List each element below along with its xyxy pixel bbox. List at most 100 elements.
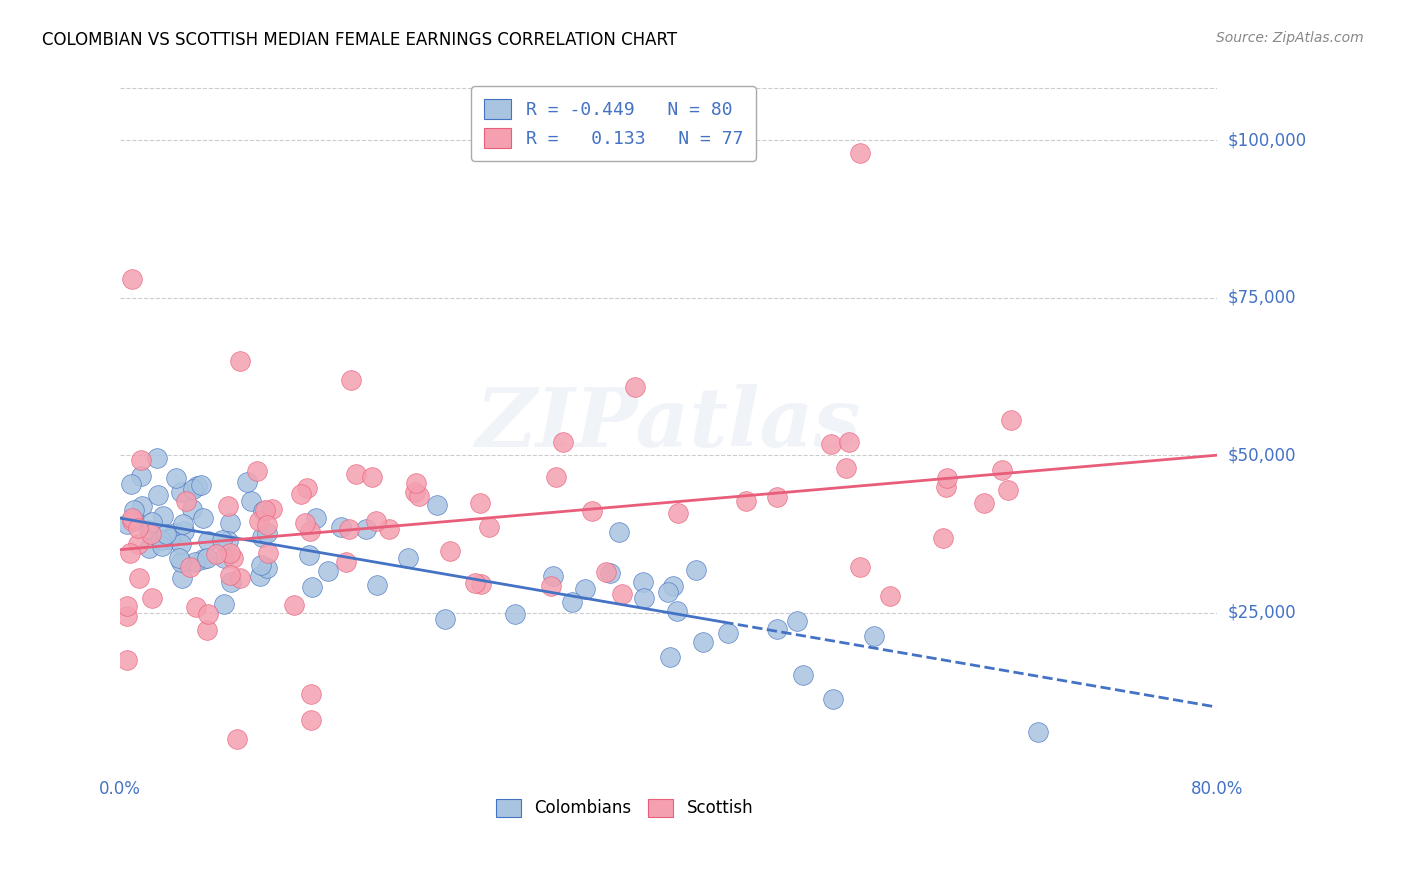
- Point: [240, 493, 263, 508]
- Point: [294, 516, 316, 530]
- Point: [765, 490, 787, 504]
- Point: [246, 464, 269, 478]
- Point: [169, 484, 191, 499]
- Point: [219, 575, 242, 590]
- Point: [131, 469, 153, 483]
- Point: [464, 575, 486, 590]
- Point: [115, 599, 138, 614]
- Point: [127, 537, 149, 551]
- Point: [190, 478, 212, 492]
- Point: [340, 373, 363, 387]
- Point: [121, 515, 143, 529]
- Point: [335, 555, 357, 569]
- Point: [211, 533, 233, 547]
- Point: [378, 522, 401, 536]
- Point: [257, 546, 280, 560]
- Point: [118, 546, 141, 560]
- Point: [150, 533, 173, 547]
- Point: [931, 531, 953, 545]
- Point: [127, 521, 149, 535]
- Point: [717, 625, 740, 640]
- Point: [540, 579, 562, 593]
- Text: $75,000: $75,000: [1227, 289, 1296, 307]
- Point: [433, 611, 456, 625]
- Point: [301, 580, 323, 594]
- Point: [205, 548, 228, 562]
- Point: [299, 524, 322, 538]
- Point: [283, 598, 305, 612]
- Point: [838, 434, 860, 449]
- Point: [595, 565, 617, 579]
- Point: [193, 511, 215, 525]
- Point: [179, 559, 201, 574]
- Point: [219, 546, 242, 560]
- Point: [849, 559, 872, 574]
- Point: [366, 578, 388, 592]
- Text: $25,000: $25,000: [1227, 604, 1296, 622]
- Point: [250, 530, 273, 544]
- Point: [141, 515, 163, 529]
- Point: [316, 565, 339, 579]
- Point: [222, 551, 245, 566]
- Point: [186, 479, 208, 493]
- Point: [226, 731, 249, 746]
- Point: [122, 513, 145, 527]
- Point: [624, 380, 647, 394]
- Point: [599, 566, 621, 580]
- Point: [217, 499, 239, 513]
- Point: [217, 533, 239, 548]
- Point: [150, 540, 173, 554]
- Point: [685, 563, 707, 577]
- Point: [561, 595, 583, 609]
- Point: [148, 488, 170, 502]
- Point: [155, 533, 177, 547]
- Point: [863, 629, 886, 643]
- Point: [299, 688, 322, 702]
- Point: [543, 569, 565, 583]
- Point: [120, 477, 142, 491]
- Point: [581, 504, 603, 518]
- Point: [155, 526, 177, 541]
- Point: [163, 526, 186, 541]
- Point: [256, 525, 278, 540]
- Legend: Colombians, Scottish: Colombians, Scottish: [489, 792, 759, 824]
- Point: [426, 498, 449, 512]
- Text: $50,000: $50,000: [1227, 446, 1296, 464]
- Text: COLOMBIAN VS SCOTTISH MEDIAN FEMALE EARNINGS CORRELATION CHART: COLOMBIAN VS SCOTTISH MEDIAN FEMALE EARN…: [42, 31, 678, 49]
- Point: [128, 571, 150, 585]
- Text: ZIPatlas: ZIPatlas: [475, 384, 862, 464]
- Point: [792, 668, 814, 682]
- Point: [184, 600, 207, 615]
- Point: [786, 615, 808, 629]
- Point: [329, 520, 352, 534]
- Point: [364, 514, 387, 528]
- Point: [218, 516, 240, 531]
- Point: [219, 567, 242, 582]
- Point: [139, 527, 162, 541]
- Point: [662, 579, 685, 593]
- Point: [820, 437, 842, 451]
- Point: [138, 541, 160, 556]
- Point: [152, 508, 174, 523]
- Point: [405, 476, 427, 491]
- Point: [250, 558, 273, 573]
- Point: [468, 496, 491, 510]
- Point: [849, 146, 872, 161]
- Point: [254, 503, 277, 517]
- Point: [297, 481, 319, 495]
- Point: [735, 494, 758, 508]
- Point: [172, 516, 194, 531]
- Point: [936, 471, 959, 485]
- Point: [115, 517, 138, 532]
- Point: [607, 524, 630, 539]
- Point: [544, 470, 567, 484]
- Point: [195, 550, 218, 565]
- Point: [165, 471, 187, 485]
- Point: [184, 555, 207, 569]
- Point: [124, 503, 146, 517]
- Point: [834, 461, 856, 475]
- Point: [173, 524, 195, 538]
- Point: [633, 591, 655, 606]
- Point: [115, 653, 138, 667]
- Point: [337, 522, 360, 536]
